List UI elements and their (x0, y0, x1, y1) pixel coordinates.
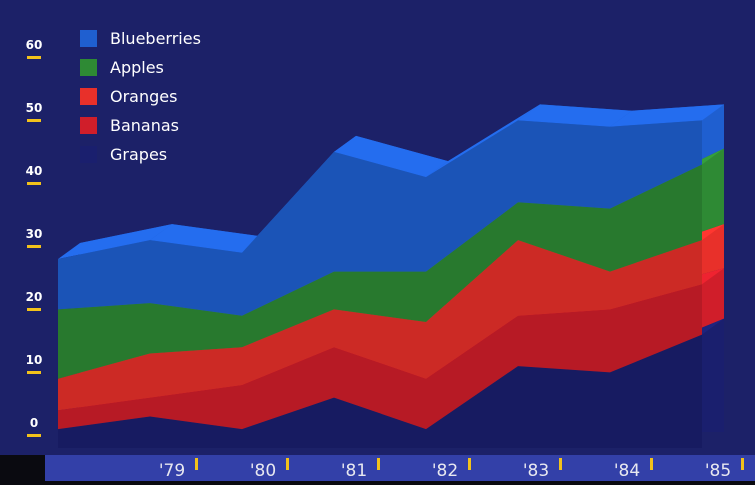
x-tick-marker (286, 458, 289, 470)
legend-label-blueberries: Blueberries (110, 29, 201, 48)
left-margin (0, 455, 45, 481)
x-tick-label: '84 (614, 461, 640, 481)
y-tick-marker (27, 182, 41, 185)
x-tick-label: '81 (341, 461, 367, 481)
legend-label-apples: Apples (110, 58, 164, 77)
x-tick-marker (195, 458, 198, 470)
legend-swatch-grapes (80, 146, 97, 163)
y-tick-label: 20 (26, 290, 43, 304)
area-blueberries (58, 120, 702, 316)
area-blueberries-top-face (150, 224, 264, 253)
area-blueberries-top-face (58, 224, 172, 259)
y-tick-marker (27, 434, 41, 437)
area-blueberries-top-face (610, 104, 724, 127)
x-tick-marker (650, 458, 653, 470)
y-tick-label: 40 (26, 164, 43, 178)
x-axis-band (45, 455, 755, 481)
area-oranges (58, 240, 702, 411)
y-tick-label: 30 (26, 227, 43, 241)
legend-label-oranges: Oranges (110, 87, 177, 106)
x-tick-marker (377, 458, 380, 470)
y-tick-marker (27, 119, 41, 122)
x-axis: '79 '80 '81 '82 '83 '84 '85 (159, 458, 744, 481)
x-tick-label: '85 (705, 461, 731, 481)
x-tick-label: '80 (250, 461, 276, 481)
y-tick-label: 50 (26, 101, 43, 115)
area-bananas (58, 284, 702, 430)
area-blueberries-top-face (426, 104, 540, 178)
y-axis: 0 10 20 30 40 50 60 (26, 38, 43, 437)
y-tick-marker (27, 371, 41, 374)
x-tick-marker (559, 458, 562, 470)
x-tick-marker (741, 458, 744, 470)
legend-label-grapes: Grapes (110, 145, 167, 164)
y-tick-marker (27, 245, 41, 248)
y-tick-label: 60 (26, 38, 43, 52)
area-blueberries-top-face (518, 104, 632, 127)
area-series-group (58, 104, 724, 448)
legend-swatch-bananas (80, 117, 97, 134)
x-tick-label: '83 (523, 461, 549, 481)
legend: Blueberries Apples Oranges Bananas Grapes (80, 29, 201, 164)
area-grapes (58, 334, 702, 448)
legend-label-bananas: Bananas (110, 116, 179, 135)
x-tick-label: '79 (159, 461, 185, 481)
y-tick-label: 10 (26, 353, 43, 367)
area-blueberries-top-face (334, 135, 448, 178)
legend-swatch-oranges (80, 88, 97, 105)
x-tick-label: '82 (432, 461, 458, 481)
x-tick-marker (468, 458, 471, 470)
legend-swatch-blueberries (80, 30, 97, 47)
y-tick-label: 0 (30, 416, 38, 430)
legend-swatch-apples (80, 59, 97, 76)
y-tick-marker (27, 56, 41, 59)
y-tick-marker (27, 308, 41, 311)
